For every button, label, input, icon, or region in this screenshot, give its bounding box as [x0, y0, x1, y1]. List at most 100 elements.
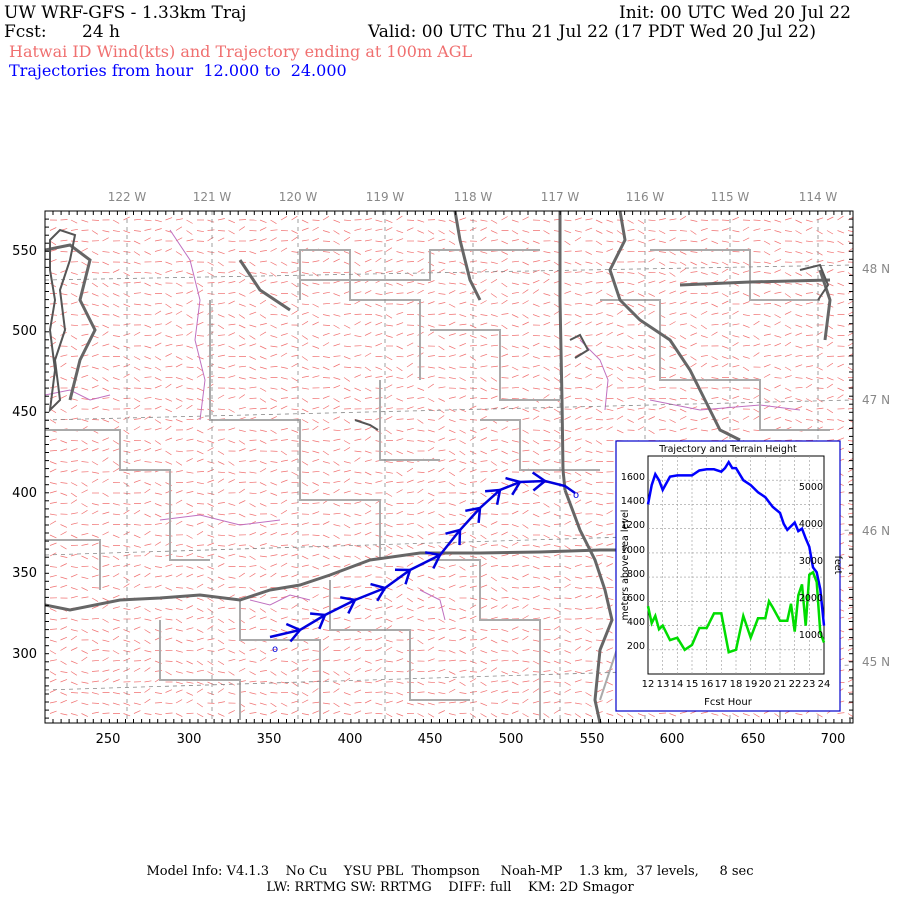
wind-barb	[406, 418, 415, 420]
wind-barb	[186, 398, 194, 401]
wind-barb	[606, 314, 614, 317]
wind-barb	[112, 618, 120, 622]
wind-barb	[144, 272, 152, 274]
wind-barb	[564, 608, 572, 610]
wind-barb	[522, 216, 529, 221]
wind-barb	[385, 270, 393, 273]
wind-barb	[385, 713, 393, 718]
wind-barb	[522, 352, 529, 357]
wind-barb	[448, 429, 456, 434]
wind-barb	[532, 586, 540, 588]
wind-barb	[196, 343, 204, 347]
wind-barb	[312, 626, 320, 630]
wind-barb	[427, 702, 435, 706]
wind-barb	[595, 219, 603, 224]
wind-barb	[490, 230, 498, 234]
wind-barb	[847, 311, 853, 315]
wind-barb	[459, 629, 467, 632]
wind-barb	[165, 419, 173, 422]
wind-barb	[186, 511, 194, 515]
wind-barb	[459, 323, 467, 326]
wind-barb	[91, 670, 100, 672]
wind-barb	[690, 230, 697, 235]
wind-barb	[459, 636, 466, 641]
traj-from: 12.000	[203, 61, 260, 80]
wind-barb	[217, 660, 225, 665]
wind-barb	[301, 356, 308, 361]
wind-barb	[501, 554, 509, 557]
wind-barb	[805, 282, 813, 286]
wind-barb	[364, 521, 372, 525]
wind-barb	[49, 534, 57, 539]
wind-barb	[459, 616, 467, 620]
wind-barb	[795, 272, 802, 276]
wind-barb	[333, 543, 341, 546]
wind-barb	[322, 356, 330, 358]
trajectory	[269, 471, 576, 643]
wind-barb	[70, 228, 78, 231]
wind-barb	[81, 618, 89, 621]
wind-barb	[301, 564, 309, 567]
wind-barb	[322, 702, 330, 705]
wind-barb	[322, 426, 330, 431]
wind-barb	[312, 650, 320, 652]
wind-barb	[196, 387, 204, 392]
wind-barb	[774, 282, 782, 287]
wind-barb	[469, 491, 477, 494]
wind-barb	[259, 482, 267, 486]
wind-barb	[385, 238, 393, 242]
wind-barb	[249, 386, 257, 389]
wind-barb	[228, 692, 236, 695]
wind-barb	[532, 678, 540, 683]
wind-barb	[165, 353, 172, 357]
wind-barb	[343, 313, 351, 315]
wind-barb	[322, 291, 330, 294]
wind-barb	[511, 345, 519, 349]
wind-barb	[343, 638, 351, 641]
wind-barb	[228, 503, 236, 506]
wind-barb	[270, 247, 277, 252]
wind-barb	[196, 373, 204, 378]
wind-barb	[49, 542, 57, 546]
wind-barb	[385, 597, 393, 602]
wind-barb	[238, 303, 246, 307]
y-tick-label: 300	[12, 647, 37, 662]
wind-barb	[322, 395, 330, 399]
wind-barb	[406, 397, 414, 399]
wind-barb	[70, 482, 78, 487]
wind-barb	[343, 490, 351, 494]
wind-barb	[364, 321, 372, 326]
wind-barb	[186, 587, 194, 590]
wind-barb	[333, 688, 340, 693]
wind-barb	[259, 608, 266, 613]
wind-barb	[270, 387, 278, 390]
wind-barb	[595, 513, 603, 516]
wind-barb	[49, 671, 57, 676]
wind-barb	[322, 629, 330, 631]
wind-barb	[553, 608, 561, 613]
wind-barb	[574, 576, 582, 579]
wind-barb	[70, 324, 79, 327]
wind-barb	[658, 406, 666, 410]
wind-barb	[669, 335, 676, 340]
wind-barb	[732, 428, 740, 431]
wind-barb	[448, 366, 456, 370]
wind-barb	[270, 608, 277, 613]
wind-barb	[406, 450, 414, 454]
wind-barb	[249, 712, 257, 714]
wind-barb	[291, 251, 299, 253]
wind-barb	[238, 219, 247, 221]
wind-barb	[91, 251, 99, 256]
wind-barb	[763, 314, 771, 318]
wind-barb	[196, 521, 204, 525]
wind-barb	[270, 416, 277, 420]
wind-barb	[532, 617, 540, 620]
wind-barb	[448, 627, 456, 630]
wind-barb	[301, 461, 309, 466]
wind-barb	[154, 566, 162, 568]
wind-barb	[564, 353, 572, 357]
wind-barb	[280, 470, 288, 473]
wind-barb	[343, 324, 351, 329]
wind-barb	[144, 657, 152, 662]
wind-barb	[322, 405, 330, 410]
